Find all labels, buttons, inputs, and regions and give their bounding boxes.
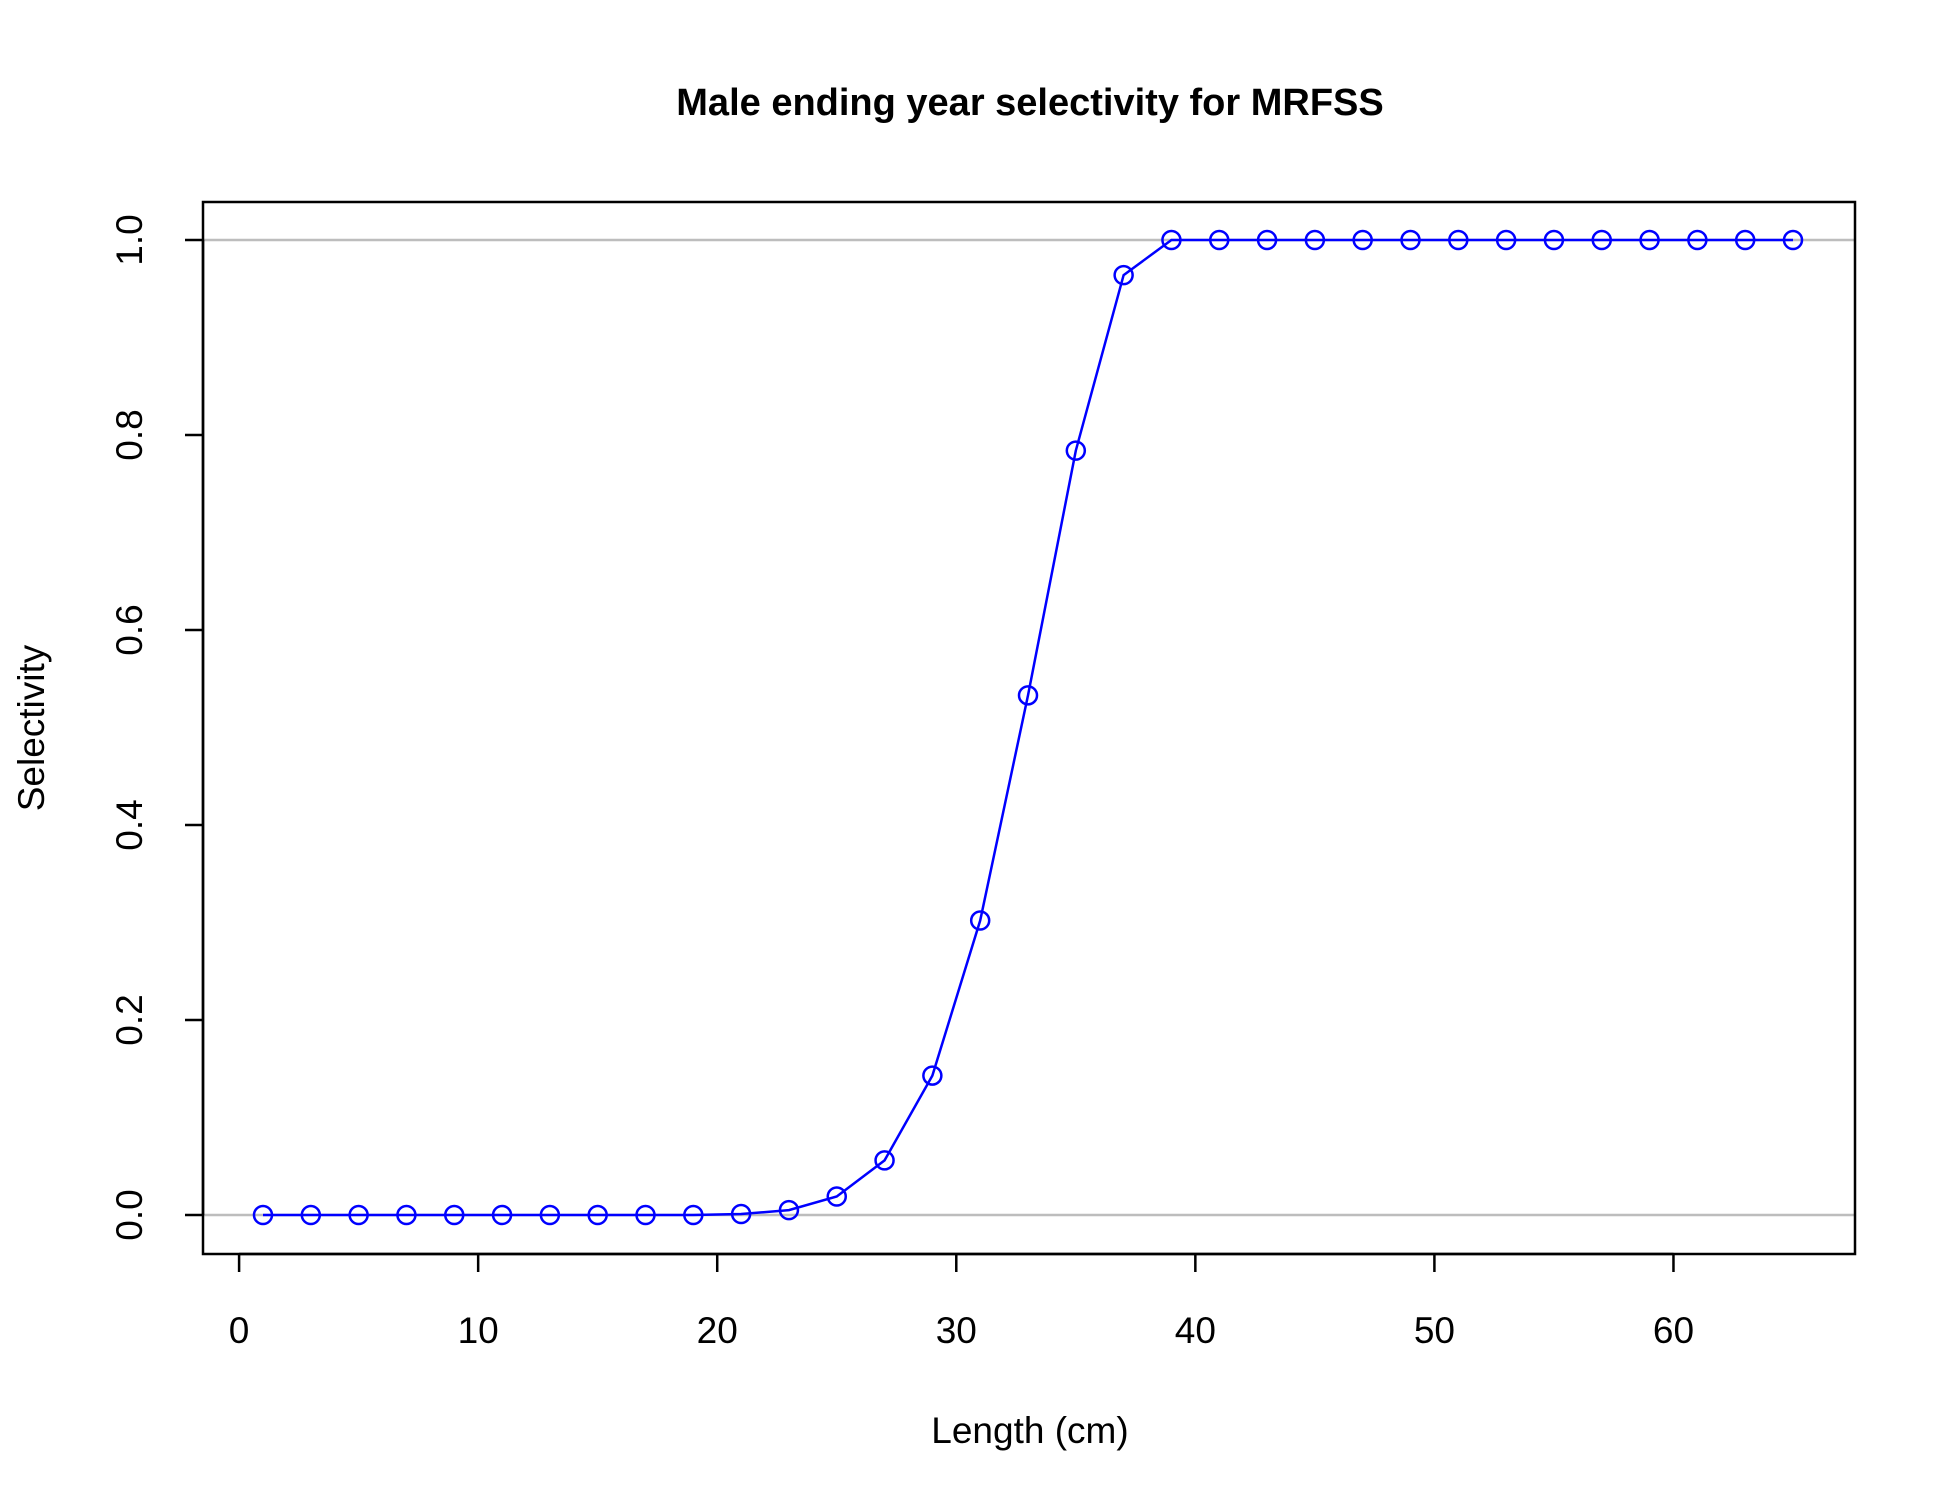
x-tick-label: 50	[1414, 1310, 1455, 1351]
y-axis: 0.0 0.2 0.4 0.6 0.8 1.0	[109, 214, 205, 1241]
y-tick-label: 0.0	[109, 1189, 150, 1240]
chart-title: Male ending year selectivity for MRFSS	[676, 82, 1383, 124]
y-tick-label: 0.8	[109, 409, 150, 460]
data-point	[300, 1204, 322, 1226]
data-point	[1639, 229, 1660, 251]
data-point	[252, 1204, 274, 1226]
series-line	[263, 238, 1793, 1217]
data-point	[539, 1204, 561, 1226]
data-point	[1352, 229, 1373, 251]
plot-frame	[201, 200, 1857, 1256]
y-tick-label: 0.6	[109, 604, 150, 655]
y-tick-label: 0.2	[109, 994, 150, 1045]
data-point	[778, 1199, 800, 1221]
data-point	[683, 1204, 704, 1226]
x-tick-label: 10	[458, 1310, 499, 1351]
reference-lines	[203, 238, 1855, 1217]
data-point	[1113, 264, 1134, 286]
data-point	[396, 1204, 417, 1226]
data-point	[1065, 440, 1087, 461]
data-point	[1209, 229, 1230, 251]
data-point	[1017, 685, 1039, 706]
x-tick-label: 20	[697, 1310, 738, 1351]
data-point	[1256, 229, 1278, 251]
y-axis-label: Selectivity	[11, 644, 52, 811]
data-point	[1495, 229, 1517, 251]
data-point	[444, 1204, 465, 1226]
y-tick-label: 0.4	[109, 799, 150, 850]
data-point	[969, 910, 991, 931]
x-axis-label: Length (cm)	[931, 1410, 1128, 1451]
series-layer	[252, 229, 1804, 1226]
data-point	[730, 1203, 752, 1225]
data-point	[1304, 229, 1326, 251]
data-point	[348, 1204, 369, 1226]
y-tick-label: 1.0	[109, 214, 150, 265]
x-tick-label: 40	[1175, 1310, 1216, 1351]
data-point	[922, 1065, 943, 1086]
data-point	[874, 1150, 895, 1171]
data-point	[826, 1186, 847, 1207]
x-tick-label: 60	[1653, 1310, 1694, 1351]
x-axis: 0 10 20 30 40 50 60	[229, 1252, 1694, 1351]
data-point	[1687, 229, 1708, 251]
data-point	[1782, 229, 1804, 251]
data-point	[1448, 229, 1469, 251]
x-tick-label: 0	[229, 1310, 250, 1351]
data-point	[491, 1204, 513, 1226]
data-point	[1400, 229, 1421, 251]
data-point	[1734, 229, 1756, 251]
data-point	[1591, 229, 1612, 251]
data-point	[587, 1204, 608, 1226]
data-point	[1161, 229, 1182, 251]
data-point	[1543, 229, 1565, 251]
data-point	[635, 1204, 656, 1226]
x-tick-label: 30	[936, 1310, 977, 1351]
